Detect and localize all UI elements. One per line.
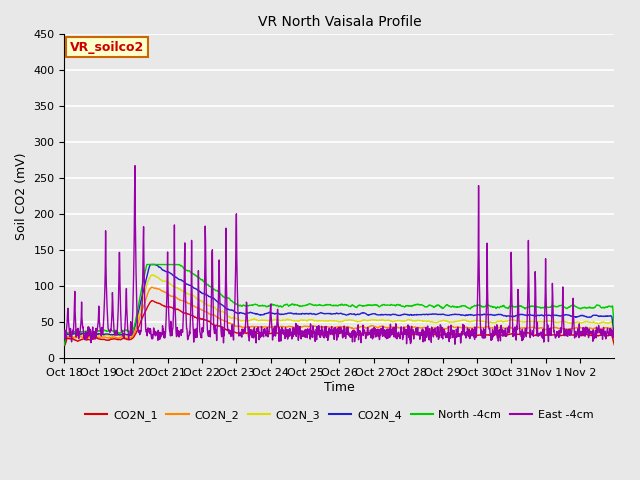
X-axis label: Time: Time — [324, 381, 355, 394]
East -4cm — [315, 323, 323, 328]
CO2N_4 — [315, 311, 323, 316]
CO2N_2 — [315, 324, 323, 330]
Legend: CO2N_1, CO2N_2, CO2N_3, CO2N_4, North -4cm, East -4cm: CO2N_1, CO2N_2, CO2N_3, CO2N_4, North -4… — [81, 406, 598, 425]
CO2N_3 — [148, 272, 156, 278]
North -4cm — [550, 303, 557, 309]
CO2N_4 — [147, 262, 154, 267]
North -4cm — [143, 262, 150, 267]
CO2N_2 — [325, 324, 333, 330]
North -4cm — [315, 302, 323, 308]
CO2N_3 — [604, 320, 611, 326]
Line: East -4cm: East -4cm — [65, 166, 614, 344]
CO2N_1 — [604, 333, 611, 339]
CO2N_3 — [550, 319, 557, 325]
North -4cm — [611, 324, 618, 330]
East -4cm — [611, 325, 618, 331]
CO2N_4 — [611, 333, 618, 339]
Y-axis label: Soil CO2 (mV): Soil CO2 (mV) — [15, 153, 28, 240]
CO2N_1 — [325, 331, 333, 336]
East -4cm — [325, 325, 333, 331]
CO2N_3 — [325, 318, 333, 324]
CO2N_2 — [550, 324, 557, 330]
CO2N_4 — [604, 313, 611, 319]
CO2N_1 — [147, 299, 154, 305]
Line: CO2N_1: CO2N_1 — [65, 300, 614, 345]
CO2N_3 — [147, 274, 154, 279]
CO2N_4 — [550, 312, 557, 318]
CO2N_1 — [469, 332, 477, 338]
CO2N_3 — [315, 318, 323, 324]
East -4cm — [61, 336, 68, 341]
CO2N_4 — [61, 342, 68, 348]
CO2N_1 — [315, 330, 323, 336]
East -4cm — [451, 341, 459, 347]
CO2N_1 — [611, 342, 618, 348]
North -4cm — [61, 342, 68, 348]
CO2N_1 — [148, 298, 156, 303]
North -4cm — [469, 304, 477, 310]
East -4cm — [147, 328, 155, 334]
CO2N_3 — [611, 336, 618, 341]
CO2N_4 — [325, 311, 333, 317]
North -4cm — [325, 302, 333, 308]
Line: CO2N_3: CO2N_3 — [65, 275, 614, 345]
CO2N_4 — [469, 312, 477, 318]
Line: CO2N_2: CO2N_2 — [65, 287, 614, 345]
Line: North -4cm: North -4cm — [65, 264, 614, 345]
North -4cm — [147, 262, 155, 267]
CO2N_1 — [550, 332, 557, 337]
East -4cm — [550, 328, 558, 334]
Line: CO2N_4: CO2N_4 — [65, 264, 614, 345]
CO2N_2 — [61, 342, 68, 348]
Text: VR_soilco2: VR_soilco2 — [70, 40, 144, 53]
CO2N_2 — [148, 284, 156, 290]
CO2N_2 — [469, 325, 477, 331]
East -4cm — [604, 328, 612, 334]
CO2N_2 — [147, 286, 154, 291]
East -4cm — [131, 163, 139, 168]
CO2N_1 — [61, 342, 68, 348]
Title: VR North Vaisala Profile: VR North Vaisala Profile — [257, 15, 421, 29]
CO2N_2 — [604, 325, 611, 331]
CO2N_2 — [611, 340, 618, 346]
CO2N_3 — [469, 318, 477, 324]
CO2N_4 — [147, 262, 155, 267]
East -4cm — [470, 334, 477, 340]
North -4cm — [604, 304, 611, 310]
CO2N_3 — [61, 342, 68, 348]
